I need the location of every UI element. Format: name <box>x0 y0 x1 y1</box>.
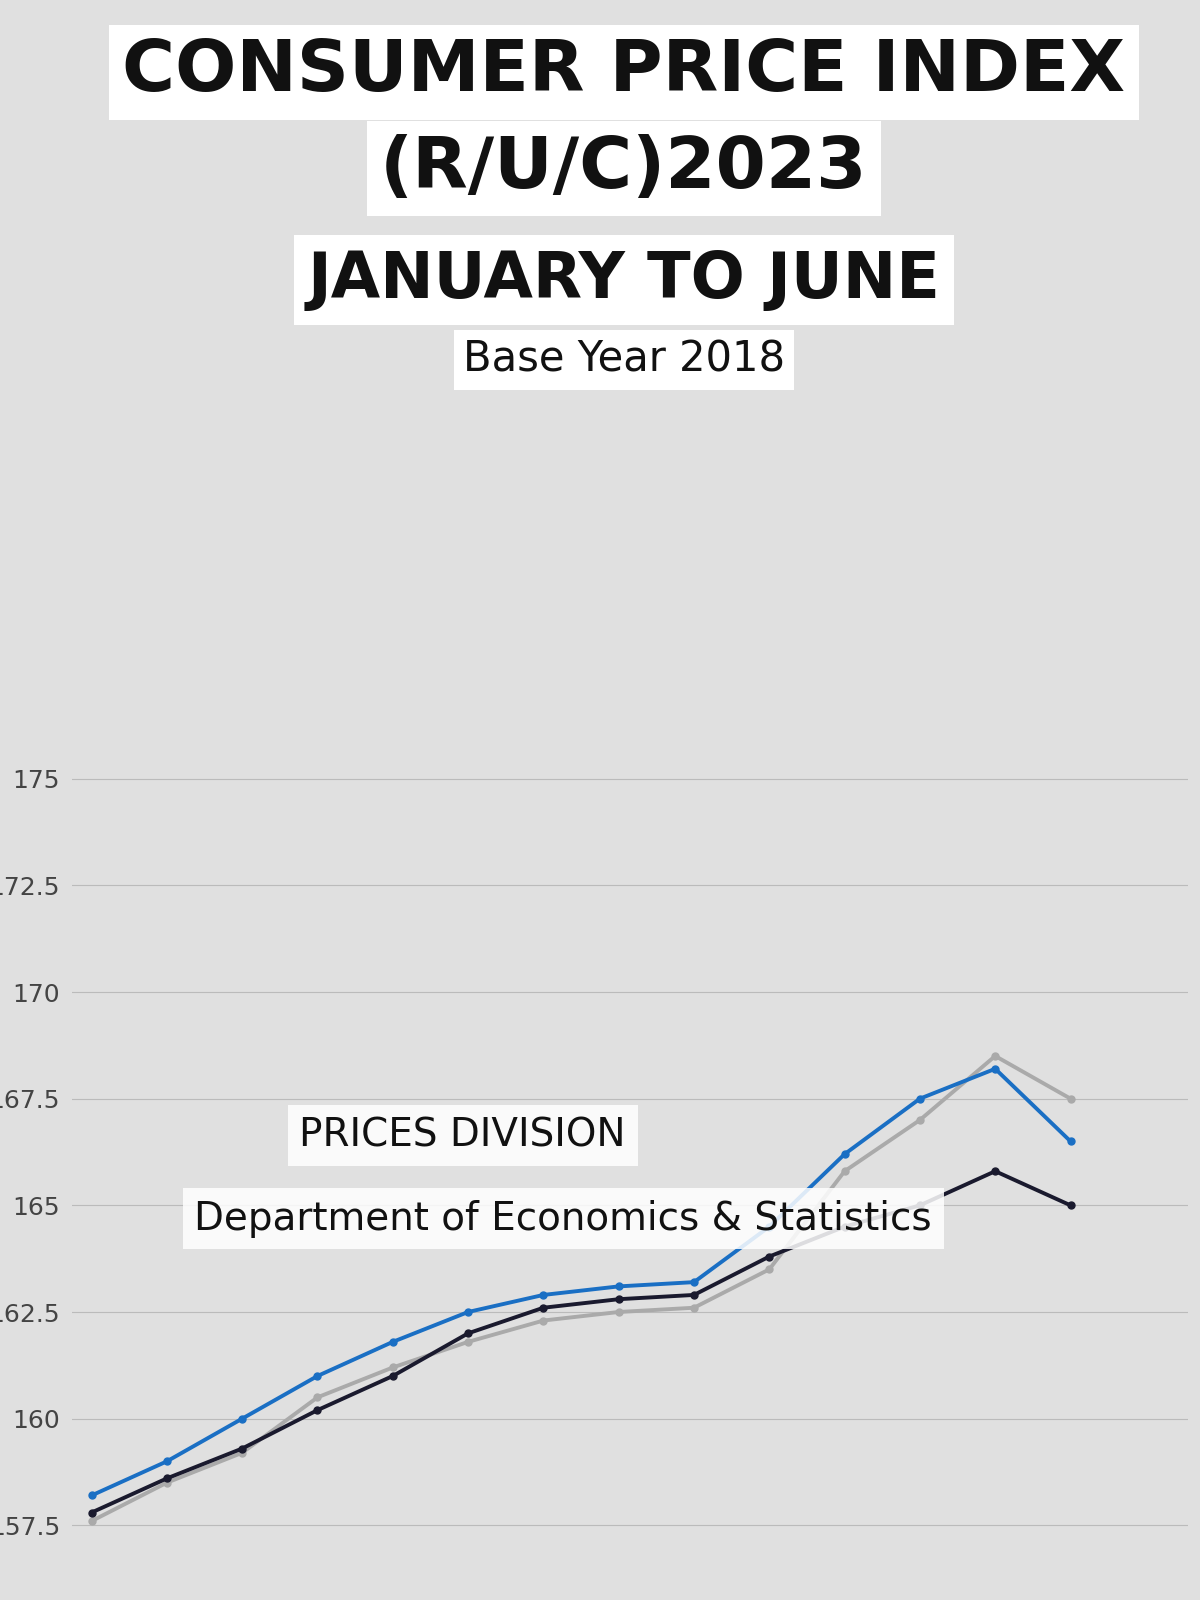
Text: Base Year 2018: Base Year 2018 <box>463 339 785 381</box>
Text: CONSUMER PRICE INDEX: CONSUMER PRICE INDEX <box>122 37 1126 107</box>
Text: PRICES DIVISION: PRICES DIVISION <box>299 1117 626 1154</box>
Text: Department of Economics & Statistics: Department of Economics & Statistics <box>194 1200 932 1237</box>
Text: JANUARY TO JUNE: JANUARY TO JUNE <box>307 250 941 310</box>
Text: (R/U/C)2023: (R/U/C)2023 <box>380 133 868 203</box>
